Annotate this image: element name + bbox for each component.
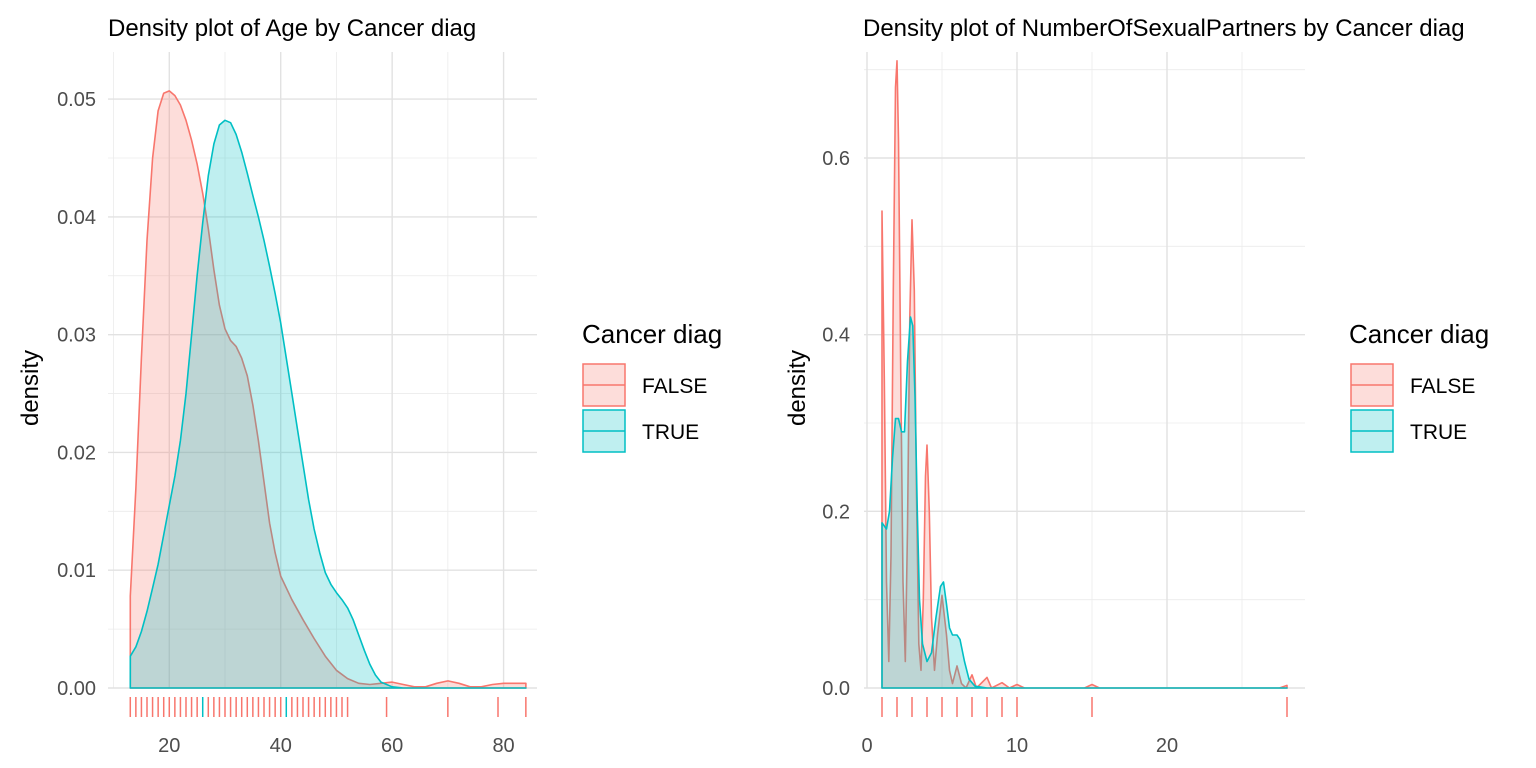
partners-chart-title: Density plot of NumberOfSexualPartners b… [863,15,1465,42]
age-legend: Cancer diag FALSE TRUE [582,319,722,453]
age-density-areas [129,90,527,689]
age-y-axis-label: density [17,350,44,426]
age-y-tick-label: 0.01 [57,560,96,582]
age-tick-labels: 20 40 60 80 0.00 0.01 0.02 0.03 0.04 0.05 [57,89,515,757]
age-rug [129,697,527,717]
age-legend-label-false: FALSE [642,375,707,398]
partners-y-tick-label: 0.4 [822,325,850,347]
partners-legend: Cancer diag FALSE TRUE [1330,300,1536,460]
partners-legend-key-true [1350,409,1394,453]
partners-x-tick-label: 0 [861,735,872,757]
age-x-tick-label: 20 [158,735,180,757]
partners-legend-label-false: FALSE [1410,375,1475,398]
age-y-tick-label: 0.04 [57,207,96,229]
age-x-tick-label: 80 [492,735,514,757]
age-density-true [129,119,527,689]
partners-x-tick-label: 20 [1156,735,1178,757]
partners-y-tick-label: 0.0 [822,678,850,700]
partners-y-tick-label: 0.6 [822,148,850,170]
age-chart-title: Density plot of Age by Cancer diag [108,15,476,42]
partners-x-tick-label: 10 [1006,735,1028,757]
age-x-tick-label: 40 [270,735,292,757]
partners-y-axis-label: density [784,350,811,426]
partners-legend-key-false [1350,363,1394,407]
age-y-tick-label: 0.02 [57,442,96,464]
partners-density-panel: Density plot of NumberOfSexualPartners b… [784,15,1536,757]
age-y-tick-label: 0.00 [57,678,96,700]
partners-density-true [881,316,1288,689]
partners-legend-label-true: TRUE [1410,421,1467,444]
partners-y-tick-label: 0.2 [822,501,850,523]
partners-density-areas [881,60,1288,689]
age-density-false [129,90,527,689]
age-legend-title: Cancer diag [582,319,722,349]
age-y-tick-label: 0.05 [57,89,96,111]
age-legend-key-false [582,363,626,407]
age-legend-label-true: TRUE [642,421,699,444]
partners-rug [881,697,1288,717]
partners-legend-title: Cancer diag [1349,319,1489,349]
age-legend-key-true [582,409,626,453]
age-density-panel: Density plot of Age by Cancer diag 20 40 6… [17,15,722,757]
age-y-tick-label: 0.03 [57,325,96,347]
age-x-tick-label: 60 [381,735,403,757]
partners-tick-labels: 0 10 20 0.0 0.2 0.4 0.6 [822,148,1178,757]
partners-grid [864,52,1305,689]
